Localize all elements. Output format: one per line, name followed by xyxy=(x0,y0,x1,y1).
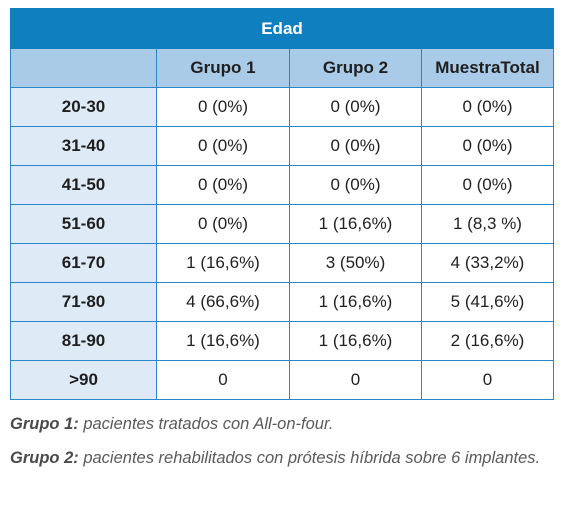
age-range-cell: 51-60 xyxy=(10,204,157,244)
age-range-cell: >90 xyxy=(10,360,157,400)
grupo-2-cell: 0 (0%) xyxy=(289,87,422,127)
table-footnotes: Grupo 1: pacientes tratados con All-on-f… xyxy=(10,412,555,480)
grupo-2-cell: 1 (16,6%) xyxy=(289,204,422,244)
age-range-cell: 20-30 xyxy=(10,87,157,127)
table-row: 51-60 0 (0%) 1 (16,6%) 1 (8,3 %) xyxy=(10,204,554,244)
total-cell: 1 (8,3 %) xyxy=(421,204,554,244)
footnote-label: Grupo 1: xyxy=(10,415,79,433)
grupo-1-cell: 0 xyxy=(156,360,290,400)
grupo-2-cell: 0 (0%) xyxy=(289,165,422,205)
grupo-1-cell: 1 (16,6%) xyxy=(156,243,290,283)
footnote-text: pacientes tratados con All-on-four. xyxy=(78,415,334,433)
age-range-cell: 71-80 xyxy=(10,282,157,322)
grupo-1-cell: 0 (0%) xyxy=(156,126,290,166)
grupo-1-cell: 1 (16,6%) xyxy=(156,321,290,361)
header-grupo-1: Grupo 1 xyxy=(156,48,290,88)
age-range-cell: 61-70 xyxy=(10,243,157,283)
table-row: 71-80 4 (66,6%) 1 (16,6%) 5 (41,6%) xyxy=(10,282,554,322)
grupo-2-cell: 0 (0%) xyxy=(289,126,422,166)
age-range-cell: 31-40 xyxy=(10,126,157,166)
grupo-1-cell: 0 (0%) xyxy=(156,204,290,244)
total-cell: 4 (33,2%) xyxy=(421,243,554,283)
grupo-1-cell: 0 (0%) xyxy=(156,165,290,205)
grupo-1-cell: 0 (0%) xyxy=(156,87,290,127)
grupo-2-cell: 3 (50%) xyxy=(289,243,422,283)
footnote-grupo-1: Grupo 1: pacientes tratados con All-on-f… xyxy=(10,412,555,437)
header-muestra-total: MuestraTotal xyxy=(421,48,554,88)
total-cell: 0 (0%) xyxy=(421,87,554,127)
age-range-cell: 81-90 xyxy=(10,321,157,361)
total-cell: 5 (41,6%) xyxy=(421,282,554,322)
footnote-label: Grupo 2: xyxy=(10,449,79,467)
table-title: Edad xyxy=(10,8,554,49)
header-corner xyxy=(10,48,157,88)
table-row: 81-90 1 (16,6%) 1 (16,6%) 2 (16,6%) xyxy=(10,321,554,361)
grupo-1-cell: 4 (66,6%) xyxy=(156,282,290,322)
table-row: 31-40 0 (0%) 0 (0%) 0 (0%) xyxy=(10,126,554,166)
age-table-container: Edad Grupo 1 Grupo 2 MuestraTotal 20-30 … xyxy=(10,8,554,400)
age-range-cell: 41-50 xyxy=(10,165,157,205)
footnote-text: pacientes rehabilitados con prótesis híb… xyxy=(78,449,541,467)
total-cell: 0 (0%) xyxy=(421,126,554,166)
total-cell: 0 (0%) xyxy=(421,165,554,205)
table-row: 20-30 0 (0%) 0 (0%) 0 (0%) xyxy=(10,87,554,127)
grupo-2-cell: 0 xyxy=(289,360,422,400)
footnote-grupo-2: Grupo 2: pacientes rehabilitados con pró… xyxy=(10,446,555,471)
table-row: 61-70 1 (16,6%) 3 (50%) 4 (33,2%) xyxy=(10,243,554,283)
header-grupo-2: Grupo 2 xyxy=(289,48,422,88)
total-cell: 0 xyxy=(421,360,554,400)
grupo-2-cell: 1 (16,6%) xyxy=(289,321,422,361)
total-cell: 2 (16,6%) xyxy=(421,321,554,361)
table-row: >90 0 0 0 xyxy=(10,360,554,400)
age-distribution-table: Edad Grupo 1 Grupo 2 MuestraTotal 20-30 … xyxy=(10,8,554,400)
header-row: Grupo 1 Grupo 2 MuestraTotal xyxy=(10,48,554,88)
table-row: 41-50 0 (0%) 0 (0%) 0 (0%) xyxy=(10,165,554,205)
grupo-2-cell: 1 (16,6%) xyxy=(289,282,422,322)
